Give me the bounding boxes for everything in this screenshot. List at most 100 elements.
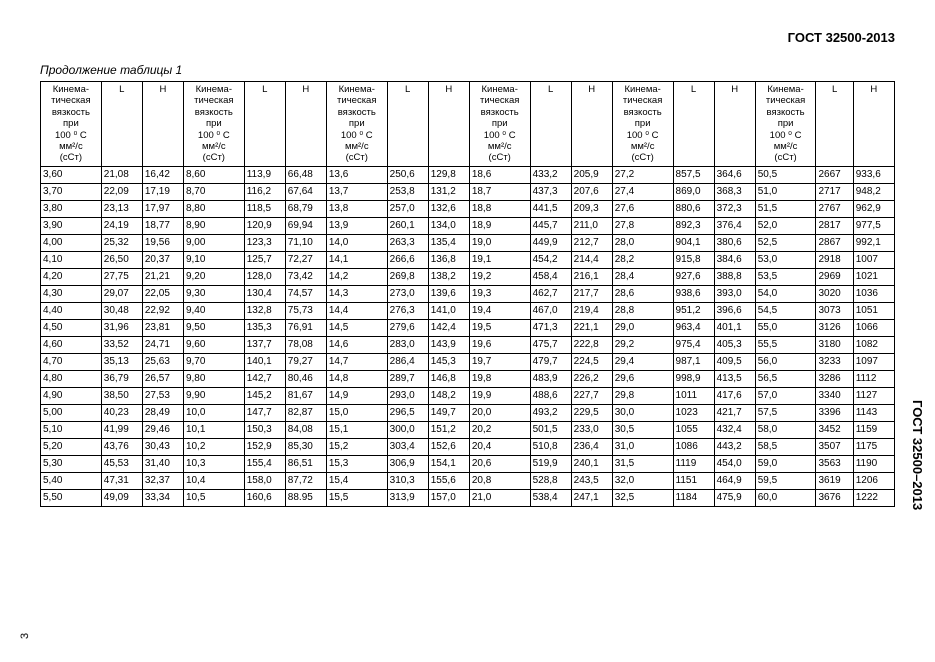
table-cell: 20,4	[469, 438, 530, 455]
table-cell: 24,19	[101, 217, 142, 234]
table-cell: 3,90	[41, 217, 102, 234]
table-cell: 86,51	[285, 455, 326, 472]
table-cell: 8,90	[183, 217, 244, 234]
viscosity-table: Кинема-тическаявязкостьпри100 ⁰ Смм²/с(с…	[40, 81, 895, 507]
table-cell: 120,9	[244, 217, 285, 234]
table-row: 3,7022,0917,198,70116,267,6413,7253,8131…	[41, 183, 895, 200]
table-cell: 32,5	[612, 489, 673, 506]
table-cell: 149,7	[428, 404, 469, 421]
table-cell: 29,2	[612, 336, 673, 353]
table-cell: 69,94	[285, 217, 326, 234]
col-header-l: L	[816, 82, 853, 167]
col-header-viscosity: Кинема-тическаявязкостьпри100 ⁰ Смм²/с(с…	[612, 82, 673, 167]
table-cell: 296,5	[387, 404, 428, 421]
table-cell: 58,5	[755, 438, 816, 455]
table-cell: 9,80	[183, 370, 244, 387]
table-cell: 869,0	[673, 183, 714, 200]
table-cell: 32,0	[612, 472, 673, 489]
table-cell: 74,57	[285, 285, 326, 302]
table-cell: 31,5	[612, 455, 673, 472]
table-cell: 3507	[816, 438, 853, 455]
table-cell: 10,0	[183, 404, 244, 421]
table-cell: 72,27	[285, 251, 326, 268]
table-cell: 20,37	[142, 251, 183, 268]
table-cell: 413,5	[714, 370, 755, 387]
table-cell: 157,0	[428, 489, 469, 506]
table-cell: 224,5	[571, 353, 612, 370]
table-cell: 54,0	[755, 285, 816, 302]
table-cell: 19,1	[469, 251, 530, 268]
table-cell: 1119	[673, 455, 714, 472]
table-cell: 18,9	[469, 217, 530, 234]
table-cell: 283,0	[387, 336, 428, 353]
table-cell: 58,0	[755, 421, 816, 438]
table-cell: 76,91	[285, 319, 326, 336]
table-cell: 57,0	[755, 387, 816, 404]
table-row: 5,5049,0933,3410,5160,688.9515,5313,9157…	[41, 489, 895, 506]
table-cell: 449,9	[530, 234, 571, 251]
table-cell: 40,23	[101, 404, 142, 421]
table-cell: 948,2	[853, 183, 894, 200]
table-cell: 3452	[816, 421, 853, 438]
table-cell: 29,6	[612, 370, 673, 387]
table-cell: 3396	[816, 404, 853, 421]
table-cell: 20,8	[469, 472, 530, 489]
table-cell: 18,8	[469, 200, 530, 217]
table-cell: 9,30	[183, 285, 244, 302]
table-cell: 8,60	[183, 166, 244, 183]
table-cell: 18,77	[142, 217, 183, 234]
table-cell: 24,71	[142, 336, 183, 353]
table-cell: 1086	[673, 438, 714, 455]
table-cell: 1143	[853, 404, 894, 421]
table-cell: 19,5	[469, 319, 530, 336]
table-cell: 904,1	[673, 234, 714, 251]
table-cell: 4,90	[41, 387, 102, 404]
table-cell: 18,6	[469, 166, 530, 183]
table-cell: 915,8	[673, 251, 714, 268]
table-cell: 30,0	[612, 404, 673, 421]
table-cell: 27,8	[612, 217, 673, 234]
table-cell: 35,13	[101, 353, 142, 370]
table-cell: 1190	[853, 455, 894, 472]
table-cell: 152,6	[428, 438, 469, 455]
table-cell: 25,63	[142, 353, 183, 370]
table-cell: 54,5	[755, 302, 816, 319]
table-cell: 131,2	[428, 183, 469, 200]
table-cell: 2918	[816, 251, 853, 268]
table-row: 5,4047,3132,3710,4158,087,7215,4310,3155…	[41, 472, 895, 489]
table-cell: 10,4	[183, 472, 244, 489]
table-cell: 479,7	[530, 353, 571, 370]
table-cell: 1127	[853, 387, 894, 404]
table-cell: 1023	[673, 404, 714, 421]
table-cell: 293,0	[387, 387, 428, 404]
table-row: 5,0040,2328,4910,0147,782,8715,0296,5149…	[41, 404, 895, 421]
table-cell: 3563	[816, 455, 853, 472]
table-cell: 471,3	[530, 319, 571, 336]
table-cell: 14,7	[326, 353, 387, 370]
table-row: 4,6033,5224,719,60137,778,0814,6283,0143…	[41, 336, 895, 353]
side-standard-label: ГОСТ 32500–2013	[910, 400, 925, 510]
table-cell: 987,1	[673, 353, 714, 370]
col-header-h: H	[428, 82, 469, 167]
table-cell: 20,2	[469, 421, 530, 438]
table-row: 5,3045,5331,4010,3155,486,5115,3306,9154…	[41, 455, 895, 472]
table-cell: 15,5	[326, 489, 387, 506]
col-header-h: H	[853, 82, 894, 167]
col-header-h: H	[714, 82, 755, 167]
table-cell: 962,9	[853, 200, 894, 217]
table-cell: 79,27	[285, 353, 326, 370]
table-cell: 27,4	[612, 183, 673, 200]
table-cell: 17,97	[142, 200, 183, 217]
table-cell: 55,0	[755, 319, 816, 336]
table-cell: 142,7	[244, 370, 285, 387]
table-cell: 3,70	[41, 183, 102, 200]
table-cell: 467,0	[530, 302, 571, 319]
table-cell: 135,4	[428, 234, 469, 251]
table-cell: 9,90	[183, 387, 244, 404]
table-cell: 148,2	[428, 387, 469, 404]
table-cell: 432,4	[714, 421, 755, 438]
table-cell: 14,0	[326, 234, 387, 251]
table-cell: 236,4	[571, 438, 612, 455]
table-cell: 475,7	[530, 336, 571, 353]
table-cell: 13,7	[326, 183, 387, 200]
